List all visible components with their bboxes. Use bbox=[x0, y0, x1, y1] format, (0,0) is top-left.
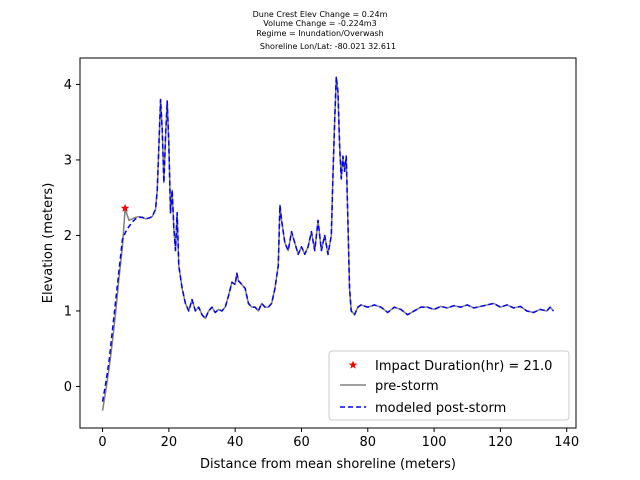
x-tick-label: 0 bbox=[98, 435, 106, 450]
y-tick-label: 1 bbox=[64, 304, 72, 319]
x-tick-label: 20 bbox=[161, 435, 178, 450]
legend-frame bbox=[328, 350, 570, 421]
x-axis: 0 20 40 60 80 100 120 140 bbox=[98, 428, 579, 450]
plot-frame bbox=[79, 57, 577, 429]
y-axis: 0 1 2 3 4 bbox=[64, 78, 80, 395]
x-tick-label: 100 bbox=[422, 435, 447, 450]
y-tick-label: 2 bbox=[64, 229, 72, 244]
legend-star-icon bbox=[348, 360, 358, 369]
legend-label-modeled-post-storm: modeled post-storm bbox=[375, 401, 506, 416]
series-layer bbox=[101, 76, 555, 411]
y-axis-label: Elevation (meters) bbox=[41, 183, 56, 304]
x-tick-label: 120 bbox=[488, 435, 513, 450]
x-tick-label: 60 bbox=[293, 435, 310, 450]
y-tick-label: 4 bbox=[64, 78, 72, 93]
y-tick-label: 3 bbox=[64, 153, 72, 168]
legend-label-impact-duration: Impact Duration(hr) = 21.0 bbox=[375, 359, 552, 374]
impact-star-marker bbox=[120, 203, 130, 212]
legend: Impact Duration(hr) = 21.0 pre-storm mod… bbox=[328, 350, 570, 421]
series-line-modeled-post-storm bbox=[101, 76, 555, 402]
title-line-crest-change: Dune Crest Elev Change = 0.24m bbox=[253, 10, 388, 19]
title-line-regime: Regime = Inundation/Overwash bbox=[256, 29, 383, 38]
x-axis-label: Distance from mean shoreline (meters) bbox=[200, 457, 456, 472]
legend-label-pre-storm: pre-storm bbox=[375, 379, 439, 394]
chart-title: Dune Crest Elev Change = 0.24m Volume Ch… bbox=[253, 10, 396, 51]
x-tick-label: 140 bbox=[554, 435, 579, 450]
x-tick-label: 80 bbox=[360, 435, 377, 450]
legend-star-marker bbox=[348, 360, 358, 369]
y-tick-label: 0 bbox=[64, 380, 72, 395]
marker-layer bbox=[120, 203, 130, 212]
title-line-shoreline-location: Shoreline Lon/Lat: -80.021 32.611 bbox=[260, 42, 396, 51]
x-tick-label: 40 bbox=[227, 435, 244, 450]
title-line-volume-change: Volume Change = -0.224m3 bbox=[263, 19, 376, 28]
